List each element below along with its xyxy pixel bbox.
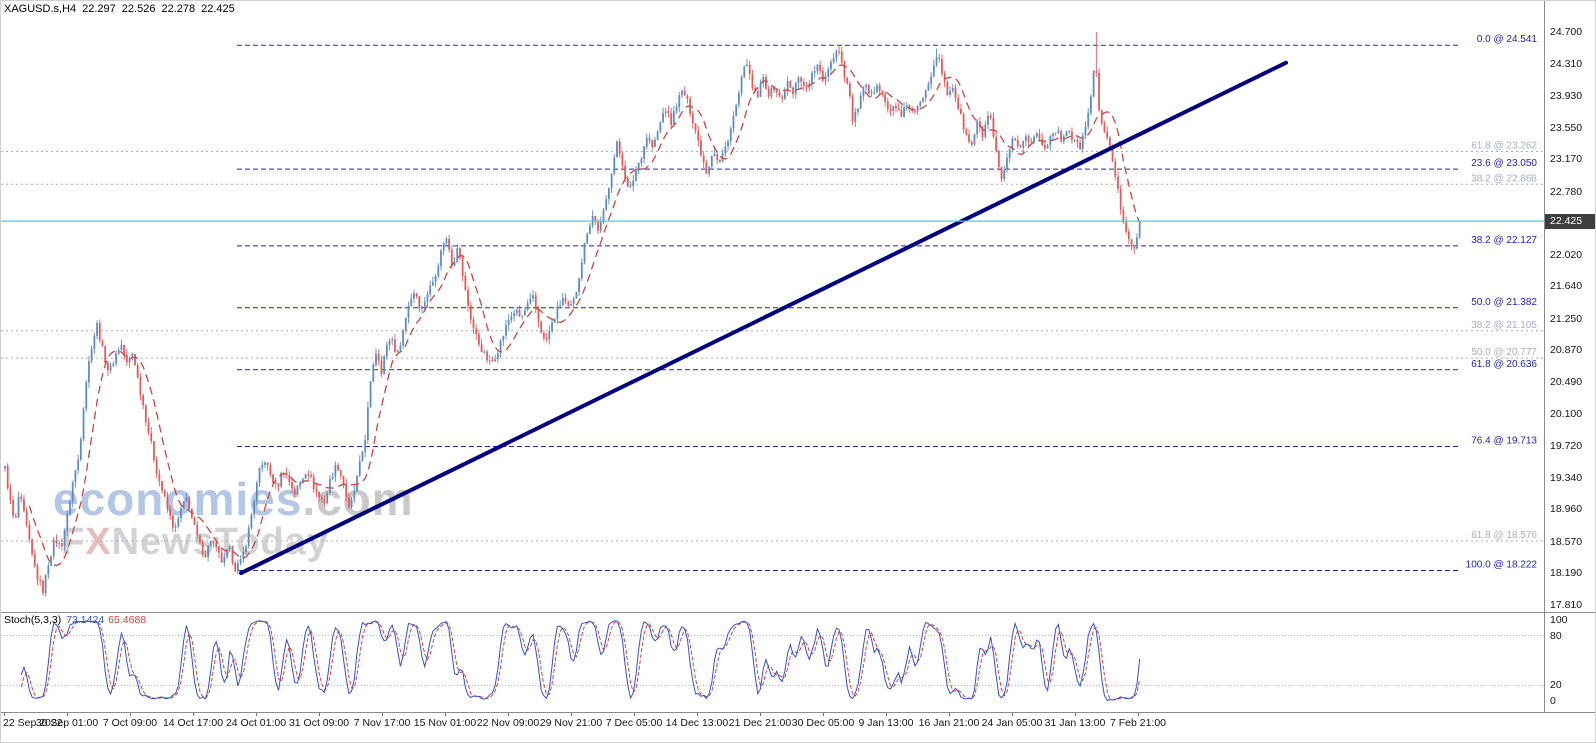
time-axis-label: 21 Dec 21:00 [728,717,792,729]
price-axis-label: 22.780 [1550,185,1583,198]
time-axis-label: 14 Oct 17:00 [162,717,224,729]
pane-separator [1,712,1595,713]
svg-text:61.8 @ 20.636: 61.8 @ 20.636 [1471,359,1537,370]
price-axis-label: 19.720 [1550,439,1583,452]
time-axis-label: 16 Jan 21:00 [918,717,980,729]
time-axis-label: 22 Sep 2022 [3,717,63,729]
time-axis[interactable]: 22 Sep 2022 30 Sep 01:00 7 Oct 09:00 14 Oct… [1,712,1544,742]
stochastic-indicator-label: Stoch(5,3,3) 73.1424 65.4688 [4,614,146,626]
time-axis-tick [949,712,950,716]
price-axis-label: 24.310 [1550,58,1583,71]
price-axis-label: 17.810 [1550,598,1583,611]
time-axis-label: 29 Nov 21:00 [539,717,603,729]
current-price-tag: 22.425 [1544,213,1595,229]
time-axis-tick [130,712,131,716]
price-axis-label: 23.170 [1550,153,1583,166]
pane-separator [1,612,1595,613]
open-value: 22.297 [82,3,116,15]
price-axis-label: 20.870 [1550,344,1583,357]
svg-text:76.4 @ 19.713: 76.4 @ 19.713 [1471,436,1537,447]
time-axis-tick [193,712,194,716]
price-axis-label: 20.100 [1550,408,1583,421]
price-axis-label: 20.490 [1550,375,1583,388]
svg-text:38.2 @ 21.105: 38.2 @ 21.105 [1471,320,1537,331]
price-axis-label: 23.930 [1550,90,1583,102]
price-axis-label: 24.700 [1550,26,1583,38]
svg-text:50.0 @ 20.777: 50.0 @ 20.777 [1471,347,1537,358]
stochastic-axis-label: 80 [1550,629,1562,642]
time-axis-tick [4,712,5,716]
stochastic-pane[interactable] [1,612,1544,712]
svg-text:23.6 @ 23.050: 23.6 @ 23.050 [1471,158,1537,169]
time-axis-label: 7 Oct 09:00 [102,717,158,729]
price-axis-label: 22.020 [1550,248,1583,261]
time-axis-tick [1138,712,1139,716]
time-axis-tick [67,712,68,716]
time-axis-tick [319,712,320,716]
time-axis-tick [508,712,509,716]
svg-text:61.8 @ 18.576: 61.8 @ 18.576 [1471,530,1537,541]
price-axis-label: 21.640 [1550,280,1583,293]
time-axis-label: 31 Oct 09:00 [288,717,350,729]
svg-text:38.2 @ 22.868: 38.2 @ 22.868 [1471,173,1537,184]
time-axis-label: 22 Nov 09:00 [476,717,540,729]
time-axis-label: 7 Feb 21:00 [1109,717,1167,729]
stochastic-d-value: 65.4688 [108,614,147,626]
svg-text:50.0 @ 21.382: 50.0 @ 21.382 [1471,297,1537,308]
stochastic-k-value: 73.1424 [66,614,105,626]
time-axis-tick [697,712,698,716]
price-axis-label: 18.190 [1550,567,1583,580]
time-axis-tick [823,712,824,716]
price-axis-label: 21.250 [1550,312,1583,325]
price-axis-label: 18.960 [1550,503,1583,516]
time-axis-label: 31 Jan 13:00 [1044,717,1106,729]
time-axis-label: 24 Oct 01:00 [225,717,287,729]
stochastic-axis-label: 100 [1550,613,1568,626]
watermark-tagline-x: X [85,521,112,564]
high-value: 22.526 [121,3,156,15]
time-axis-label: 15 Nov 01:00 [413,717,477,729]
low-value: 22.278 [161,3,196,15]
time-axis-tick [760,712,761,716]
stochastic-axis-label: 0 [1550,695,1556,708]
chart-title: XAGUSD.s,H4 22.297 22.526 22.278 22.425 [4,3,241,15]
time-axis-tick [886,712,887,716]
svg-text:38.2 @ 22.127: 38.2 @ 22.127 [1471,235,1537,246]
svg-text:61.8 @ 23.262: 61.8 @ 23.262 [1471,141,1537,152]
price-axis[interactable]: 22.425 24.700 24.310 23.930 23.550 23.170 22.… [1544,1,1595,742]
close-value: 22.425 [201,3,235,15]
time-axis-tick [445,712,446,716]
price-axis-label: 19.340 [1550,471,1583,484]
watermark-tagline: FXNewsToday [61,521,329,564]
time-axis-tick [256,712,257,716]
time-axis-label: 14 Dec 13:00 [665,717,729,729]
price-axis-label: 23.550 [1550,121,1583,134]
stochastic-axis-label: 20 [1550,679,1562,692]
time-axis-label: 30 Dec 05:00 [791,717,855,729]
time-axis-label: 7 Dec 05:00 [605,717,663,729]
svg-text:0.0 @ 24.541: 0.0 @ 24.541 [1477,34,1538,45]
stochastic-name: Stoch(5,3,3) [4,614,62,626]
time-axis-label: 7 Nov 17:00 [353,717,411,729]
time-axis-tick [1075,712,1076,716]
symbol-period-label: XAGUSD.s,H4 [4,3,77,15]
price-chart-pane[interactable]: 61.8 @ 23.262 38.2 @ 22.868 38.2 @ 21.105 5… [1,1,1544,612]
time-axis-tick [1012,712,1013,716]
time-axis-label: 30 Sep 01:00 [35,717,99,729]
svg-text:100.0 @ 18.222: 100.0 @ 18.222 [1466,559,1538,570]
time-axis-label: 9 Jan 13:00 [858,717,914,729]
axis-separator [1544,1,1545,712]
time-axis-label: 24 Jan 05:00 [981,717,1043,729]
time-axis-tick [634,712,635,716]
time-axis-tick [382,712,383,716]
time-axis-tick [571,712,572,716]
price-axis-label: 18.570 [1550,535,1583,548]
